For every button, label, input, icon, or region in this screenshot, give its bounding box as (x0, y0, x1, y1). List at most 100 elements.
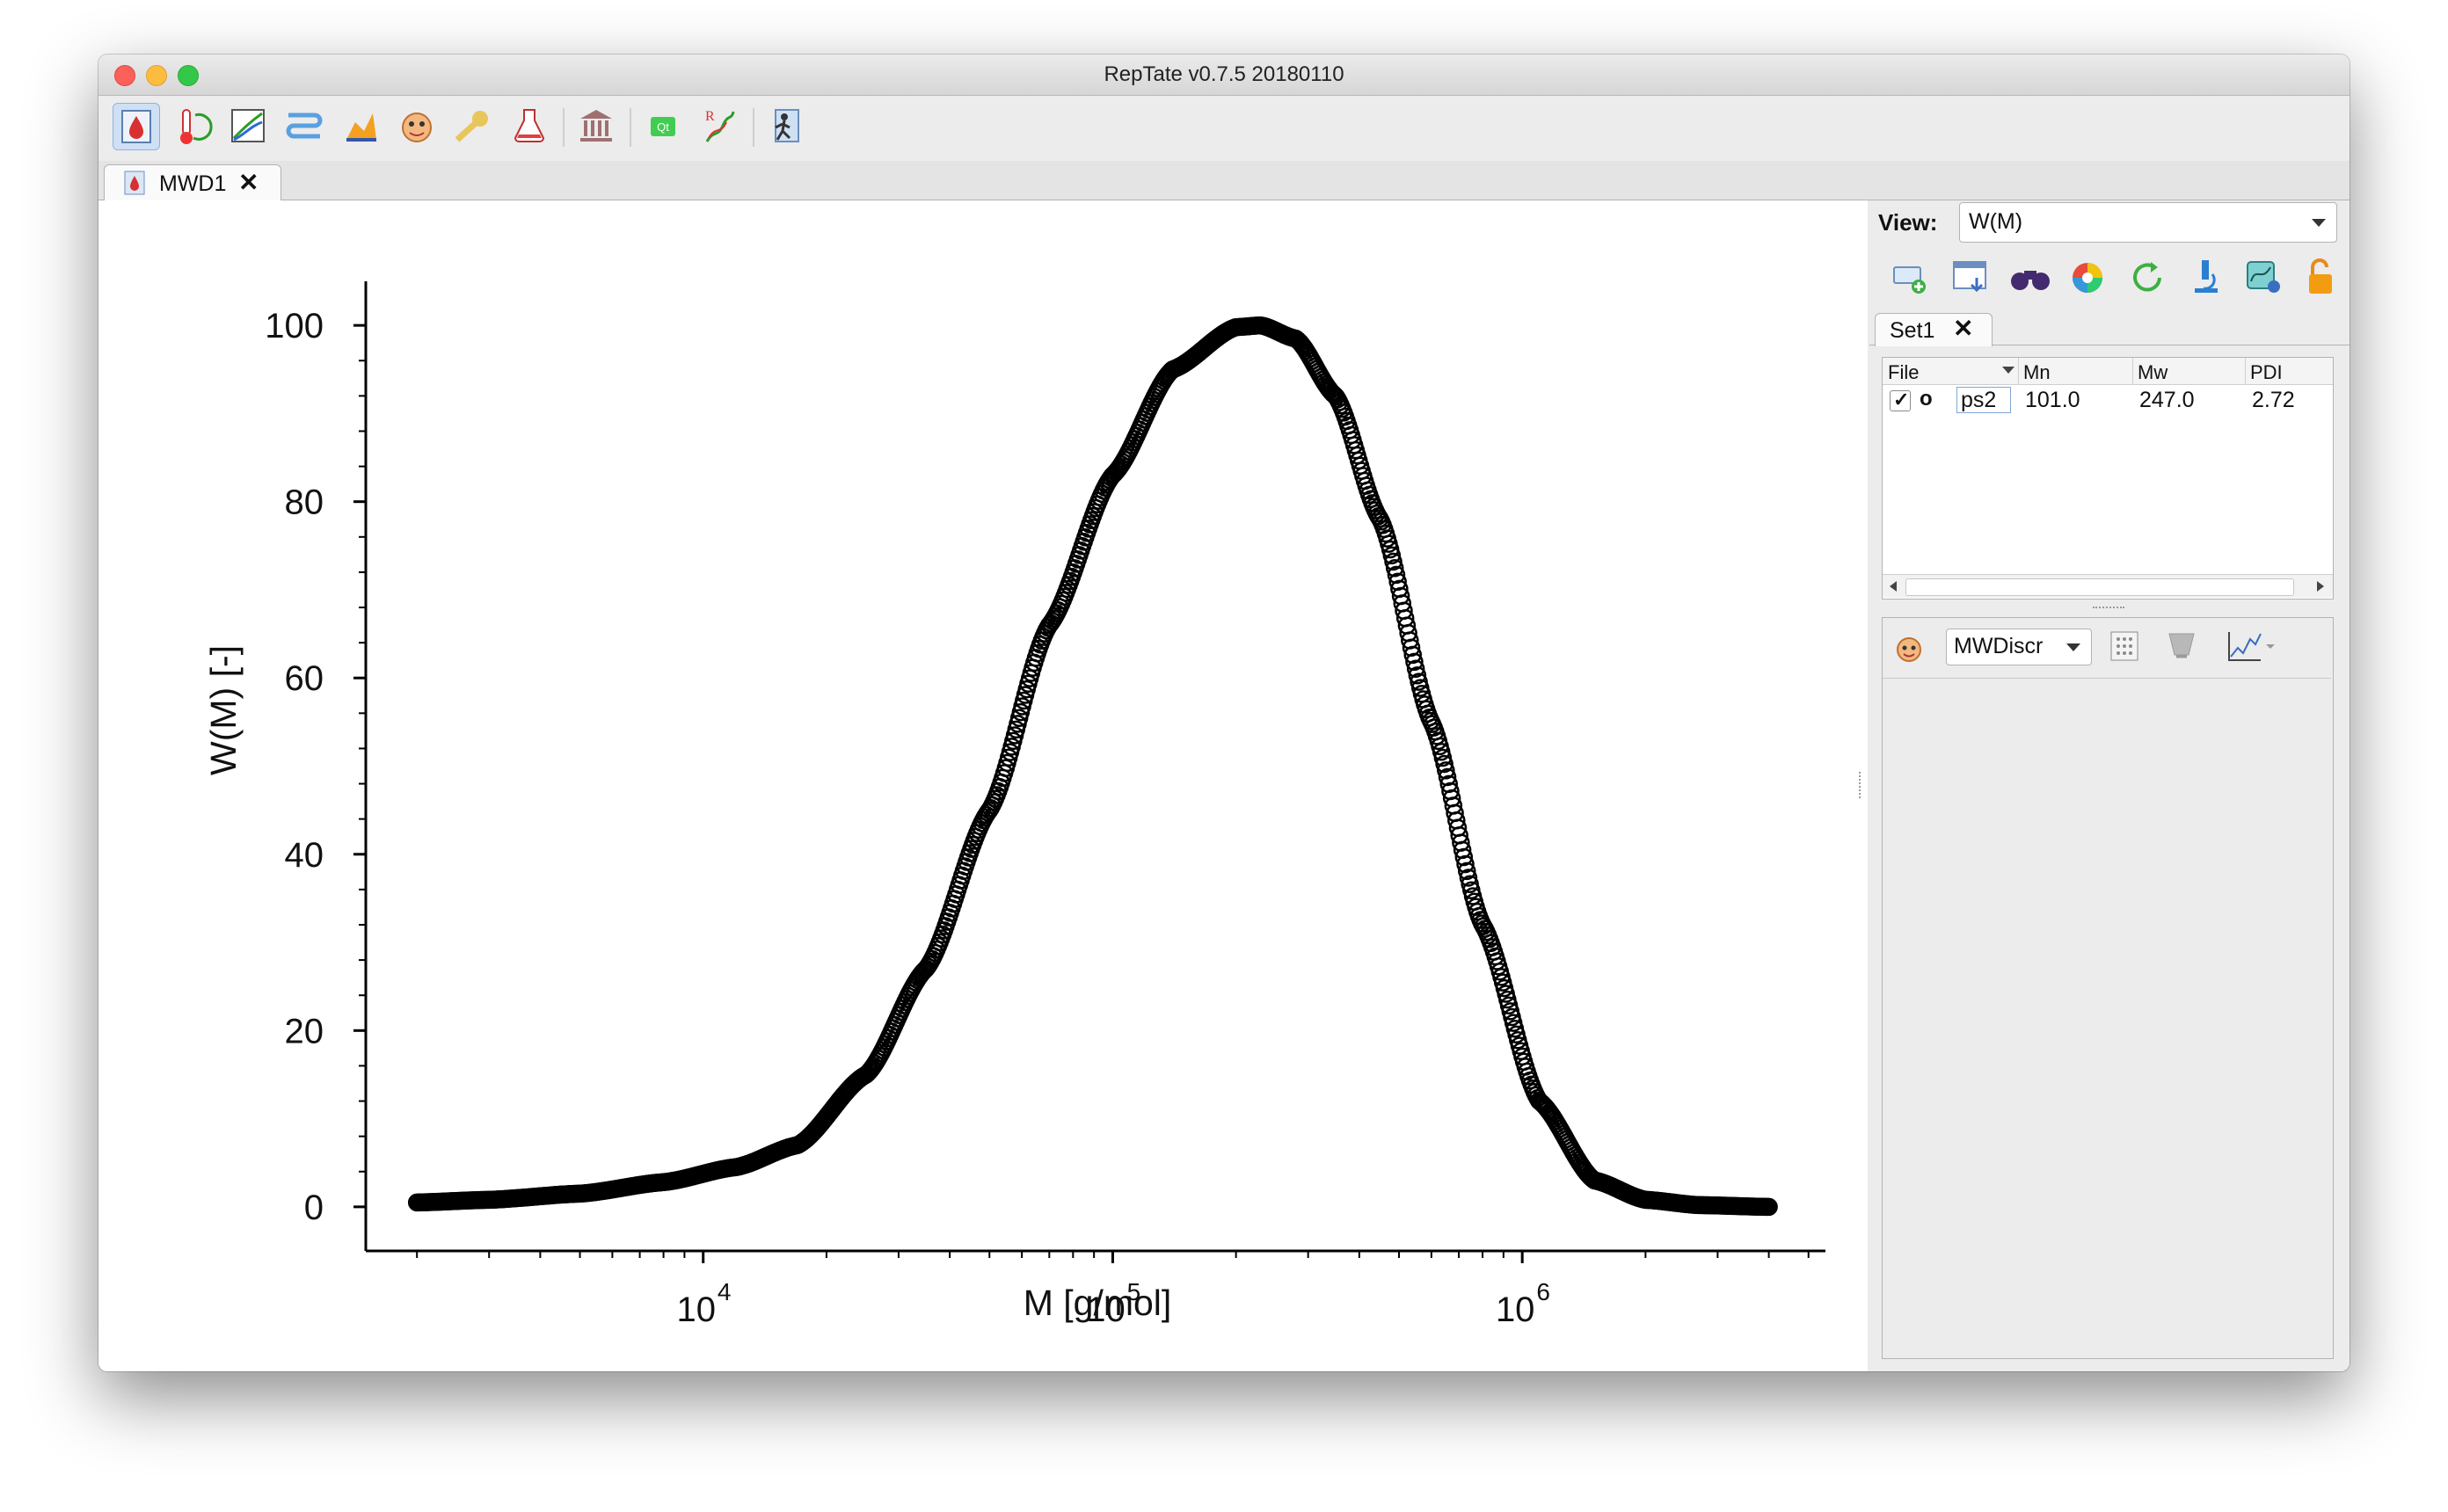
y-tick-label: 60 (285, 659, 324, 698)
reload-icon[interactable] (2128, 258, 2167, 302)
mwd-app-icon[interactable] (113, 103, 160, 150)
file-name-field[interactable]: ps2 (1956, 387, 2011, 413)
theory-plot-icon[interactable] (2226, 629, 2278, 668)
tab-label: Set1 (1890, 318, 1935, 343)
theory-selected-value: MWDiscr (1954, 634, 2044, 658)
microscope-icon[interactable] (2186, 257, 2225, 302)
mw-value: 247.0 (2139, 388, 2195, 412)
theory-panel: MWDiscr (1882, 617, 2334, 1359)
window-title: RepTate v0.7.5 20180110 (1104, 62, 1344, 86)
react-app-icon[interactable] (394, 103, 440, 149)
theory-museum-icon[interactable] (573, 103, 619, 149)
plot-area[interactable]: 0 20 40 60 80 100 10 4 10 5 10 6 M [g/mol] W(M) [-] (98, 200, 1868, 1371)
column-header-mw[interactable]: Mw (2138, 361, 2168, 383)
minimize-window-button[interactable] (146, 65, 167, 86)
data-point (1435, 754, 1454, 774)
data-point (1459, 869, 1478, 887)
table-horizontal-scrollbar[interactable] (1883, 574, 2333, 598)
reptate-logo-icon[interactable]: R (696, 103, 742, 149)
x-tick-exponent: 4 (718, 1278, 732, 1305)
scrollbar-thumb[interactable] (1905, 578, 2294, 596)
chevron-down-icon (2312, 219, 2326, 227)
toolbar-separator (563, 108, 565, 147)
gt-app-icon[interactable] (506, 103, 552, 149)
theory-text-area[interactable] (1883, 678, 2331, 1357)
data-point (1438, 767, 1457, 787)
crystal-app-icon[interactable] (338, 103, 383, 149)
x-tick-label: 10 (1086, 1290, 1126, 1329)
color-wheel-icon[interactable] (2068, 258, 2107, 302)
dataset-settings-icon[interactable] (2244, 257, 2284, 302)
scroll-right-icon[interactable] (2317, 581, 2324, 592)
tab-set1[interactable]: Set1 ✕ (1875, 313, 1993, 346)
column-header-pdi[interactable]: PDI (2250, 361, 2283, 383)
y-tick-label: 80 (285, 483, 324, 522)
view-label: View: (1878, 209, 1938, 236)
y-tick-label: 40 (285, 836, 324, 875)
tab-label: MWD1 (159, 171, 227, 196)
close-window-button[interactable] (114, 65, 135, 86)
binoculars-icon[interactable] (2008, 258, 2052, 302)
theory-face-icon[interactable] (1891, 630, 1927, 670)
y-tick-label: 100 (265, 307, 324, 345)
sort-indicator-icon (2002, 367, 2014, 374)
data-point (1403, 645, 1422, 665)
svg-text:Qt: Qt (657, 120, 669, 134)
theory-select[interactable]: MWDiscr (1946, 629, 2092, 665)
close-tab-icon[interactable]: ✕ (238, 169, 259, 196)
app-window: RepTate v0.7.5 20180110 (98, 55, 2350, 1371)
x-tick-exponent: 6 (1536, 1278, 1550, 1305)
table-row[interactable]: ✓ o ps2 101.0 247.0 2.72 (1883, 386, 2333, 418)
y-tick-label: 20 (285, 1012, 324, 1050)
data-point (1385, 559, 1404, 578)
vertical-splitter[interactable] (2093, 607, 2124, 612)
theory-grid-icon[interactable] (2109, 630, 2139, 666)
data-point (1384, 552, 1402, 571)
view-select[interactable]: W(M) (1959, 202, 2337, 243)
column-header-mn[interactable]: Mn (2023, 361, 2051, 383)
nlve-app-icon[interactable] (281, 103, 327, 149)
lock-icon[interactable] (2304, 257, 2339, 302)
theory-funnel-icon[interactable] (2166, 630, 2197, 666)
data-point (1405, 652, 1424, 672)
view-selected-value: W(M) (1969, 209, 2023, 234)
tab-mwd1[interactable]: MWD1 ✕ (104, 164, 281, 201)
x-axis-label: M [g/mol] (1024, 1283, 1172, 1323)
mn-value: 101.0 (2025, 388, 2080, 412)
close-tab-icon[interactable]: ✕ (1953, 315, 1974, 342)
data-set-panel: View: W(M) Set1 ✕ File (1859, 200, 2350, 1371)
data-point (1457, 861, 1476, 881)
data-series (407, 316, 1778, 1217)
main-toolbar: Qt R (98, 96, 2350, 161)
data-point (1760, 1197, 1778, 1217)
sans-app-icon[interactable] (450, 103, 496, 149)
lve-app-icon[interactable] (225, 103, 271, 149)
zoom-window-button[interactable] (178, 65, 199, 86)
application-tab-bar: MWD1 ✕ (98, 161, 2350, 201)
panel-splitter[interactable] (1859, 772, 1864, 798)
data-point (1437, 761, 1455, 780)
qt-icon[interactable]: Qt (640, 103, 686, 149)
toolbar-separator (753, 108, 754, 147)
data-point (1454, 847, 1474, 867)
scroll-left-icon[interactable] (1890, 581, 1897, 592)
data-point (1408, 666, 1427, 685)
table-header: File Mn Mw PDI (1883, 358, 2333, 385)
data-point (1456, 854, 1475, 874)
chevron-down-icon (2066, 643, 2080, 651)
column-header-file[interactable]: File (1888, 361, 1920, 383)
data-point (1387, 565, 1406, 585)
file-table[interactable]: File Mn Mw PDI ✓ o ps2 101.0 247.0 2.72 (1882, 357, 2334, 600)
column-divider (2132, 358, 2133, 384)
open-file-icon[interactable] (1950, 257, 1991, 302)
new-dataset-icon[interactable] (1891, 258, 1929, 302)
exit-icon[interactable] (763, 103, 809, 149)
tts-app-icon[interactable] (169, 103, 215, 149)
y-axis-label: W(M) [-] (203, 645, 244, 775)
x-tick-label: 10 (676, 1290, 716, 1329)
dataset-toolbar (1869, 251, 2350, 304)
column-divider (2245, 358, 2246, 384)
file-checkbox[interactable]: ✓ (1890, 389, 1911, 411)
